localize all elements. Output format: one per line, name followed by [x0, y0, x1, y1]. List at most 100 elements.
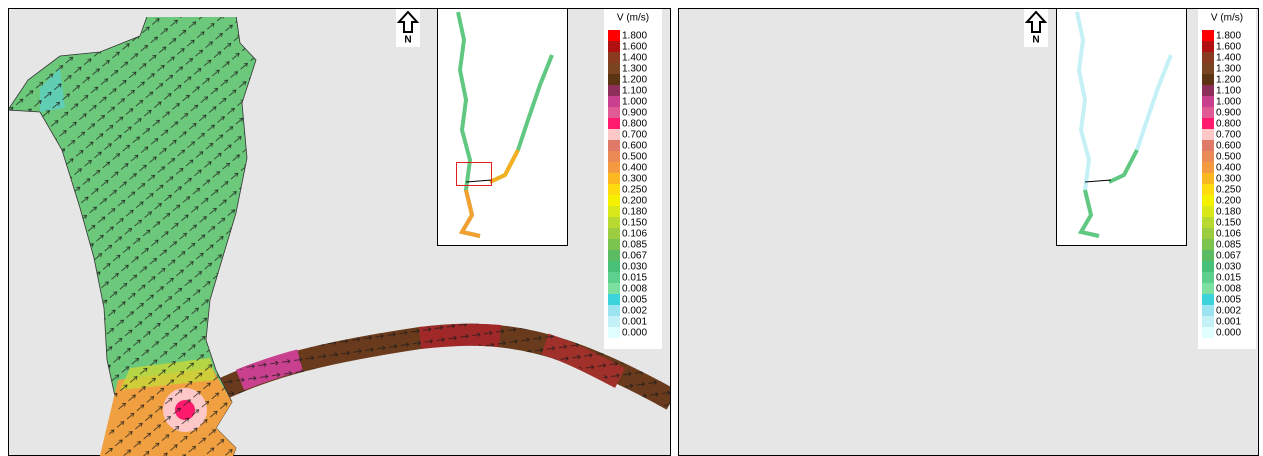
legend-swatch	[1202, 250, 1214, 261]
north-arrow: N	[1024, 9, 1048, 47]
legend-swatch	[1202, 162, 1214, 173]
legend-label: 0.067	[622, 251, 647, 262]
legend-label: 0.800	[622, 119, 647, 130]
legend-swatch	[608, 195, 620, 206]
legend-label: 0.085	[1216, 240, 1241, 251]
legend-label: 0.500	[1216, 152, 1241, 163]
legend-label: 1.600	[1216, 42, 1241, 53]
legend-label: 0.400	[622, 163, 647, 174]
legend-label: 0.000	[1216, 328, 1241, 339]
legend-swatch	[1202, 261, 1214, 272]
legend-label: 0.700	[622, 130, 647, 141]
legend-label: 1.200	[1216, 75, 1241, 86]
legend-swatch	[608, 96, 620, 107]
legend-swatch	[608, 272, 620, 283]
legend-swatch	[1202, 74, 1214, 85]
legend-label: 0.067	[1216, 251, 1241, 262]
legend-label: 0.002	[622, 306, 647, 317]
legend-swatch	[608, 327, 620, 338]
legend-swatch	[1202, 327, 1214, 338]
legend-swatch	[1202, 96, 1214, 107]
legend-swatch	[1202, 239, 1214, 250]
inset-right	[1057, 9, 1187, 246]
legend-label: 1.400	[1216, 53, 1241, 64]
legend-swatch	[1202, 63, 1214, 74]
legend-swatch	[608, 206, 620, 217]
legend-label: 0.300	[622, 174, 647, 185]
legend-label: 1.800	[1216, 31, 1241, 42]
legend-label: 0.008	[1216, 284, 1241, 295]
legend-label: 0.002	[1216, 306, 1241, 317]
legend-swatch	[608, 140, 620, 151]
legend-label: 0.400	[1216, 163, 1241, 174]
legend-swatch	[608, 30, 620, 41]
panel-left	[8, 8, 672, 456]
legend-swatch	[1202, 41, 1214, 52]
legend-label: 0.030	[1216, 262, 1241, 273]
figure: N N V (m/s) 1.8001.6001.4001.3001.2001.1…	[0, 0, 1263, 456]
legend-swatch	[608, 305, 620, 316]
legend-label: 0.900	[1216, 108, 1241, 119]
legend-label: 1.000	[1216, 97, 1241, 108]
legend-label: 0.005	[1216, 295, 1241, 306]
legend-swatch	[608, 52, 620, 63]
legend-swatch	[1202, 206, 1214, 217]
legend-label: 1.300	[1216, 64, 1241, 75]
north-label: N	[404, 35, 411, 46]
legend-swatch	[1202, 151, 1214, 162]
legend-label: 0.200	[622, 196, 647, 207]
legend-label: 0.150	[622, 218, 647, 229]
legend-swatch	[608, 63, 620, 74]
legend-label: 1.000	[622, 97, 647, 108]
legend-swatch	[608, 129, 620, 140]
legend-label: 0.200	[1216, 196, 1241, 207]
legend-swatch	[608, 228, 620, 239]
legend-label: 1.300	[622, 64, 647, 75]
legend-label: 0.001	[622, 317, 647, 328]
north-arrow: N	[396, 9, 420, 47]
legend-label: 0.150	[1216, 218, 1241, 229]
legend-swatch	[608, 162, 620, 173]
legend-swatch	[1202, 217, 1214, 228]
legend-label: 0.300	[1216, 174, 1241, 185]
legend-label: 0.000	[622, 328, 647, 339]
legend-label: 1.400	[622, 53, 647, 64]
legend-label: 0.106	[1216, 229, 1241, 240]
page: {"north_label": "N", "legend": {"title":…	[0, 0, 1263, 456]
legend-label: 1.100	[622, 86, 647, 97]
legend-label: 0.180	[622, 207, 647, 218]
legend-swatch	[608, 294, 620, 305]
legend-label: 0.800	[1216, 119, 1241, 130]
legend: V (m/s) 1.8001.6001.4001.3001.2001.1001.…	[604, 9, 662, 349]
legend-swatch	[1202, 316, 1214, 327]
legend-swatch	[1202, 118, 1214, 129]
legend-label: 1.800	[622, 31, 647, 42]
legend-swatch	[1202, 85, 1214, 96]
legend-swatch	[1202, 283, 1214, 294]
legend-label: 1.100	[1216, 86, 1241, 97]
legend-swatch	[1202, 294, 1214, 305]
legend-label: 0.106	[622, 229, 647, 240]
legend-swatch	[608, 41, 620, 52]
legend-swatch	[1202, 30, 1214, 41]
legend-swatch	[608, 173, 620, 184]
legend-swatch	[608, 184, 620, 195]
legend-label: 0.001	[1216, 317, 1241, 328]
legend-label: 0.005	[622, 295, 647, 306]
legend-swatch	[608, 74, 620, 85]
legend-swatch	[608, 250, 620, 261]
legend-label: 0.700	[1216, 130, 1241, 141]
legend-swatch	[608, 107, 620, 118]
legend-swatch	[608, 118, 620, 129]
legend-label: 0.180	[1216, 207, 1241, 218]
legend-swatch	[1202, 228, 1214, 239]
legend-label: 1.200	[622, 75, 647, 86]
north-label: N	[1032, 35, 1039, 46]
legend-label: 0.015	[1216, 273, 1241, 284]
legend-label: 0.008	[622, 284, 647, 295]
legend-label: 1.600	[622, 42, 647, 53]
legend-label: 0.250	[622, 185, 647, 196]
legend-swatch	[1202, 305, 1214, 316]
legend-swatch	[1202, 140, 1214, 151]
legend-swatch	[1202, 52, 1214, 63]
